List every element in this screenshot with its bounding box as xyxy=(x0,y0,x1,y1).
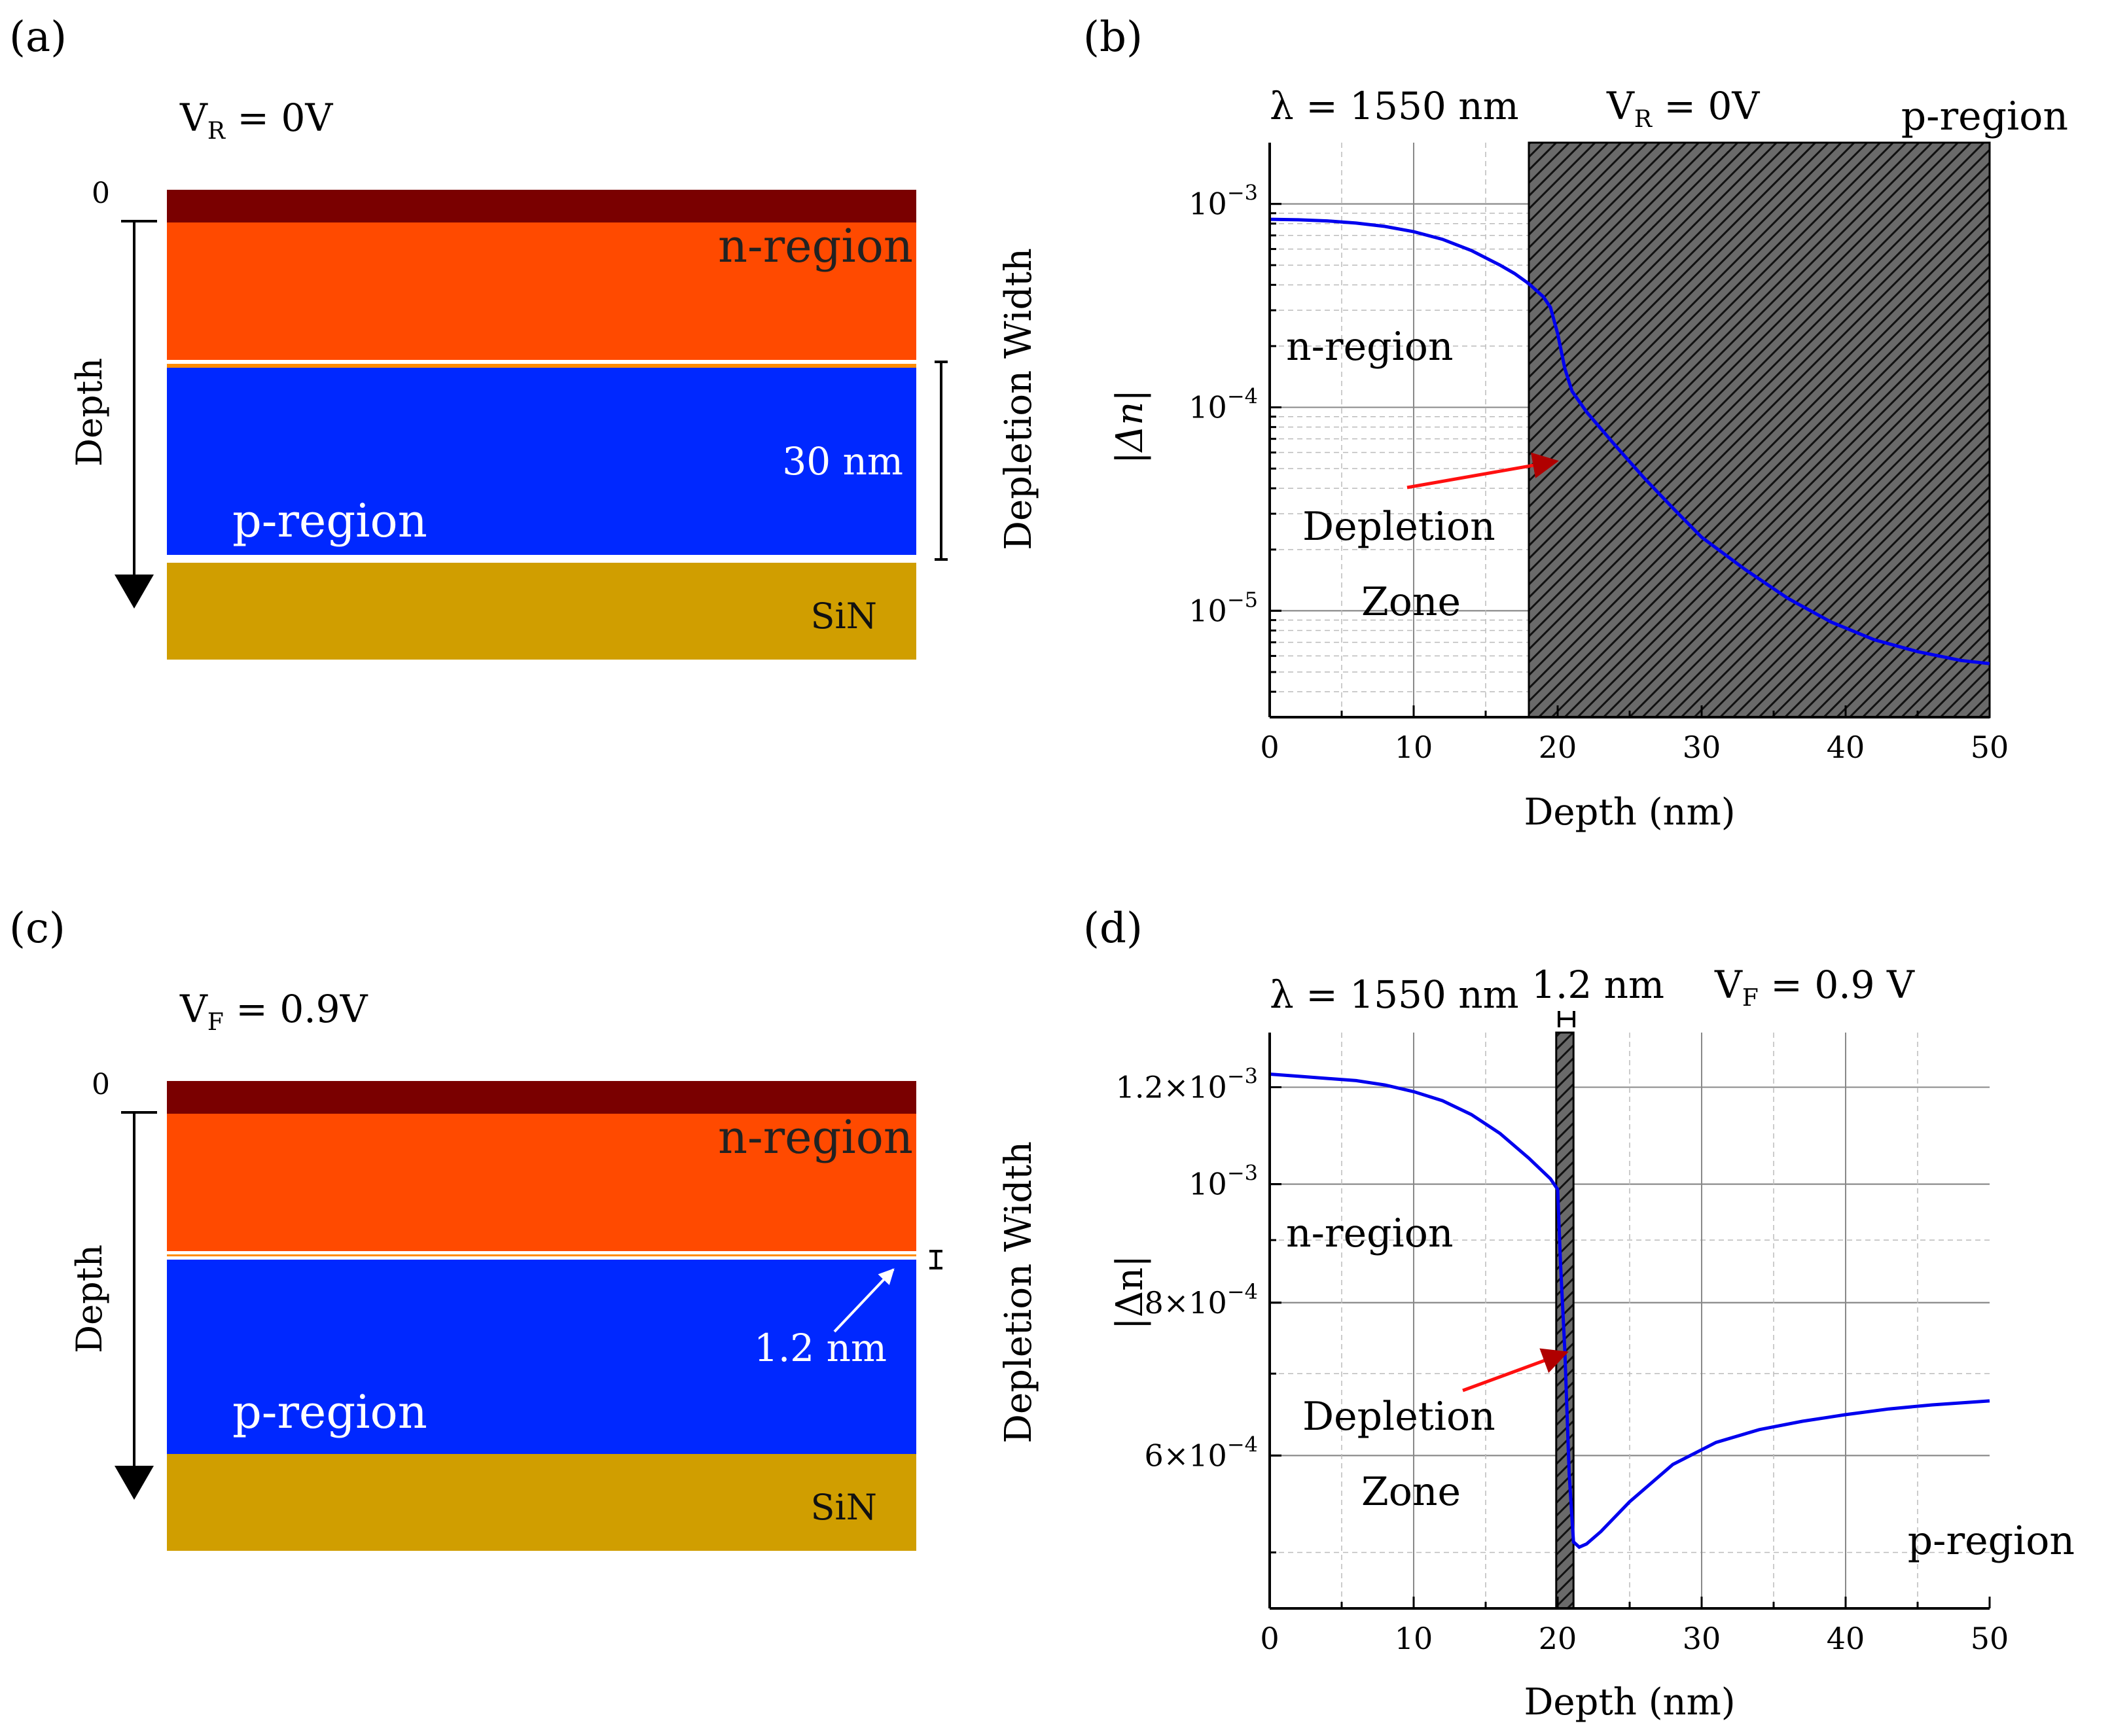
chart-d-ylabel: |Δn| xyxy=(1109,1255,1151,1330)
panel-a-n-layer xyxy=(167,222,916,360)
chart-b-p-region-label: p-region xyxy=(1901,94,2068,139)
panel-c-interface-white xyxy=(167,1251,916,1254)
chart-d-title-left: λ = 1550 nm xyxy=(1270,972,1519,1017)
panel-a-p-layer xyxy=(167,368,916,558)
d-xtick-label: 0 xyxy=(1260,1621,1279,1656)
chart-d-series-line xyxy=(1269,1072,1990,1550)
d-xtick-label: 50 xyxy=(1971,1621,2009,1656)
d-ytick-label: 8×10−4 xyxy=(1144,1279,1258,1320)
panel-c-n-layer xyxy=(167,1114,916,1251)
chart-b-series-line xyxy=(1269,217,1990,665)
chart-b-title-mid: VR = 0V xyxy=(1606,84,1760,133)
b-ytick-label: 10−5 xyxy=(1189,587,1258,628)
b-xtick-label: 10 xyxy=(1395,730,1433,765)
panel-c-sin-layer xyxy=(167,1454,916,1551)
d-ytick-label: 1.2×10−3 xyxy=(1116,1064,1258,1105)
d-ytick-label: 10−3 xyxy=(1189,1161,1258,1202)
chart-b-ylabel: |Δn| xyxy=(1109,389,1151,464)
panel-c-depth-arrow-head xyxy=(115,1466,154,1500)
panel-a-label: (a) xyxy=(9,13,67,62)
panel-a-width-label: 30 nm xyxy=(782,439,903,484)
b-xtick-label: 40 xyxy=(1827,730,1865,765)
panel-c-label: (c) xyxy=(9,904,65,953)
panel-c-width-arrow xyxy=(833,1268,895,1333)
chart-b-n-region-label: n-region xyxy=(1286,324,1453,370)
chart-d-depletion-arrow xyxy=(1462,1348,1569,1392)
panel-a-depletion-width-label: Depletion Width xyxy=(997,248,1040,550)
panel-c-zero: 0 xyxy=(92,1068,110,1101)
panel-c-n-region-label: n-region xyxy=(718,1110,913,1164)
panel-a-sin-layer xyxy=(167,563,916,660)
chart-d-axes: 1.2×10−3 10−3 8×10−4 6×10−4 0 10 20 30 40 50 xyxy=(1116,1033,2009,1656)
chart-d-width-bracket xyxy=(1558,1011,1575,1027)
chart-b-depletion-arrow xyxy=(1406,452,1559,489)
b-xtick-label: 50 xyxy=(1971,730,2009,765)
panel-a-top-layer xyxy=(167,190,916,222)
panel-c-sin-label: SiN xyxy=(810,1487,877,1528)
chart-b-axes: 10−3 10−4 10−5 0 10 20 30 40 50 xyxy=(1189,143,2009,765)
panel-c-width-label: 1.2 nm xyxy=(754,1326,887,1370)
panel-a-voltage: VR = 0V xyxy=(179,96,333,145)
chart-b: (b) λ = 1550 nm VR = 0V p-region 10−310−… xyxy=(1083,13,2068,834)
chart-d-title-width: 1.2 nm xyxy=(1531,963,1664,1007)
panel-a-interface-orange xyxy=(167,364,916,368)
panel-c: (c) VF = 0.9V 0 n-region p-region SiN 1.… xyxy=(9,904,1040,1551)
chart-b-panel-label: (b) xyxy=(1083,13,1143,62)
chart-d-panel-label: (d) xyxy=(1083,904,1143,953)
panel-a-zero: 0 xyxy=(92,177,110,210)
panel-c-voltage: VF = 0.9V xyxy=(179,987,368,1036)
panel-a-p-region-label: p-region xyxy=(232,494,427,548)
b-xtick-label: 30 xyxy=(1683,730,1721,765)
d-ytick-label: 6×10−4 xyxy=(1144,1432,1258,1473)
panel-c-p-layer xyxy=(167,1260,916,1454)
d-xtick-label: 20 xyxy=(1539,1621,1577,1656)
panel-a-depth-arrow-head xyxy=(115,575,154,609)
b-ytick-label: 10−3 xyxy=(1189,181,1258,222)
panel-c-depth-label: Depth xyxy=(69,1245,110,1353)
chart-d-depletion-label-2: Zone xyxy=(1361,1469,1461,1515)
chart-d-n-region-label: n-region xyxy=(1286,1211,1453,1256)
panel-a: (a) VR = 0V 0 n-region p-region SiN 30 n… xyxy=(9,13,1040,660)
chart-d-grid xyxy=(1270,1033,1990,1608)
panel-c-depletion-width-label: Depletion Width xyxy=(997,1141,1040,1444)
chart-b-depletion-label-1: Depletion xyxy=(1302,504,1495,550)
chart-b-depletion-zone xyxy=(1528,141,1991,718)
chart-b-depletion-label-2: Zone xyxy=(1361,579,1461,625)
panel-c-top-layer xyxy=(167,1081,916,1114)
chart-d-depletion-label-1: Depletion xyxy=(1302,1394,1495,1440)
panel-a-bottom-interface xyxy=(167,555,916,558)
panel-c-interface-orange xyxy=(167,1254,916,1256)
b-xtick-label: 0 xyxy=(1260,730,1279,765)
chart-b-title-left: λ = 1550 nm xyxy=(1270,84,1519,128)
chart-d: (d) λ = 1550 nm 1.2 nm VF = 0.9 V 1.2×10… xyxy=(1083,904,2075,1724)
panel-a-sin-label: SiN xyxy=(810,595,877,637)
b-ytick-label: 10−4 xyxy=(1189,384,1258,425)
panel-a-interface-white xyxy=(167,360,916,364)
d-xtick-label: 10 xyxy=(1395,1621,1433,1656)
chart-d-xlabel: Depth (nm) xyxy=(1524,1681,1735,1724)
panel-c-p-region-label: p-region xyxy=(232,1385,427,1439)
panel-a-n-region-label: n-region xyxy=(718,219,913,273)
d-xtick-label: 40 xyxy=(1827,1621,1865,1656)
chart-b-xlabel: Depth (nm) xyxy=(1524,791,1735,834)
b-xtick-label: 20 xyxy=(1539,730,1577,765)
panel-a-depth-label: Depth xyxy=(69,358,110,467)
chart-d-title-mid: VF = 0.9 V xyxy=(1714,963,1915,1012)
chart-d-p-region-label: p-region xyxy=(1908,1518,2075,1564)
d-xtick-label: 30 xyxy=(1683,1621,1721,1656)
panel-c-interface-white-2 xyxy=(167,1256,916,1260)
